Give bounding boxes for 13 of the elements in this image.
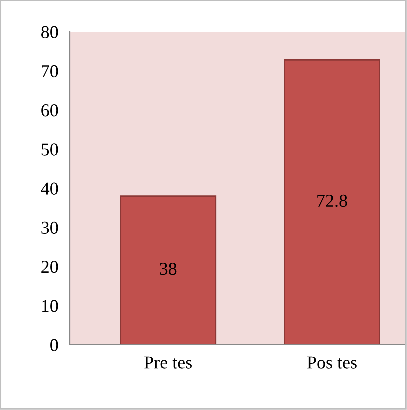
y-tick-label: 30 (42, 222, 58, 234)
x-tick-label: Pre tes (144, 356, 192, 369)
x-tick-label: Pos tes (307, 356, 357, 369)
y-tick-label: 50 (42, 144, 58, 156)
y-tick-label: 0 (50, 339, 58, 352)
y-tick-label: 20 (42, 261, 58, 274)
data-label: 72.8 (318, 194, 348, 208)
y-tick-label: 70 (42, 65, 58, 78)
y-tick-label: 40 (41, 182, 58, 195)
y-tick-label: 60 (42, 104, 58, 117)
y-tick-label: 80 (42, 26, 58, 38)
y-tick-label: 10 (42, 300, 58, 312)
data-label: 38 (160, 262, 177, 276)
